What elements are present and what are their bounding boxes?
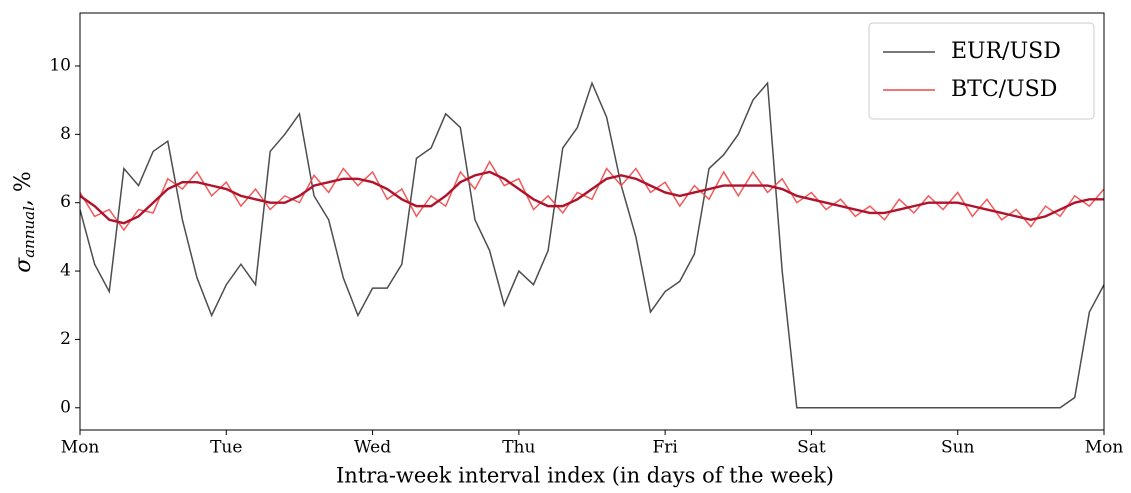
y-tick-label: 0 xyxy=(60,397,71,417)
x-tick-label: Fri xyxy=(652,438,678,458)
y-label-subscript: annual xyxy=(20,206,38,258)
y-tick-label: 6 xyxy=(60,192,71,212)
y-tick-label: 10 xyxy=(49,55,71,75)
legend-label: BTC/USD xyxy=(951,77,1057,102)
x-tick-label: Tue xyxy=(210,438,242,458)
y-tick-label: 8 xyxy=(60,124,71,144)
x-axis-label: Intra-week interval index (in days of th… xyxy=(336,464,834,488)
series-line xyxy=(79,80,1105,409)
x-tick-label: Sat xyxy=(797,438,826,458)
y-tick-label: 4 xyxy=(60,261,71,281)
x-tick-label: Wed xyxy=(354,438,391,458)
plot-frame xyxy=(79,12,1105,431)
x-tick-label: Thu xyxy=(502,438,535,458)
x-tick-label: Mon xyxy=(1085,438,1124,458)
x-tick-label: Mon xyxy=(61,438,100,458)
y-label-unit: , % xyxy=(11,171,36,206)
x-tick-label: Sun xyxy=(941,438,975,458)
series-line xyxy=(79,160,1105,232)
y-label-symbol: σ xyxy=(11,257,36,273)
y-tick-label: 2 xyxy=(60,329,71,349)
y-axis-label: σannual, % xyxy=(11,171,38,273)
legend-label: EUR/USD xyxy=(951,39,1061,64)
legend-box xyxy=(868,22,1095,120)
series-line xyxy=(79,170,1104,225)
